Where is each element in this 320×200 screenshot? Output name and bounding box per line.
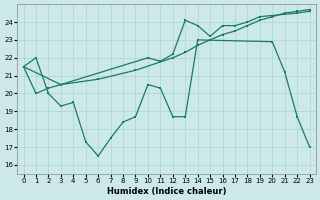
X-axis label: Humidex (Indice chaleur): Humidex (Indice chaleur) (107, 187, 226, 196)
